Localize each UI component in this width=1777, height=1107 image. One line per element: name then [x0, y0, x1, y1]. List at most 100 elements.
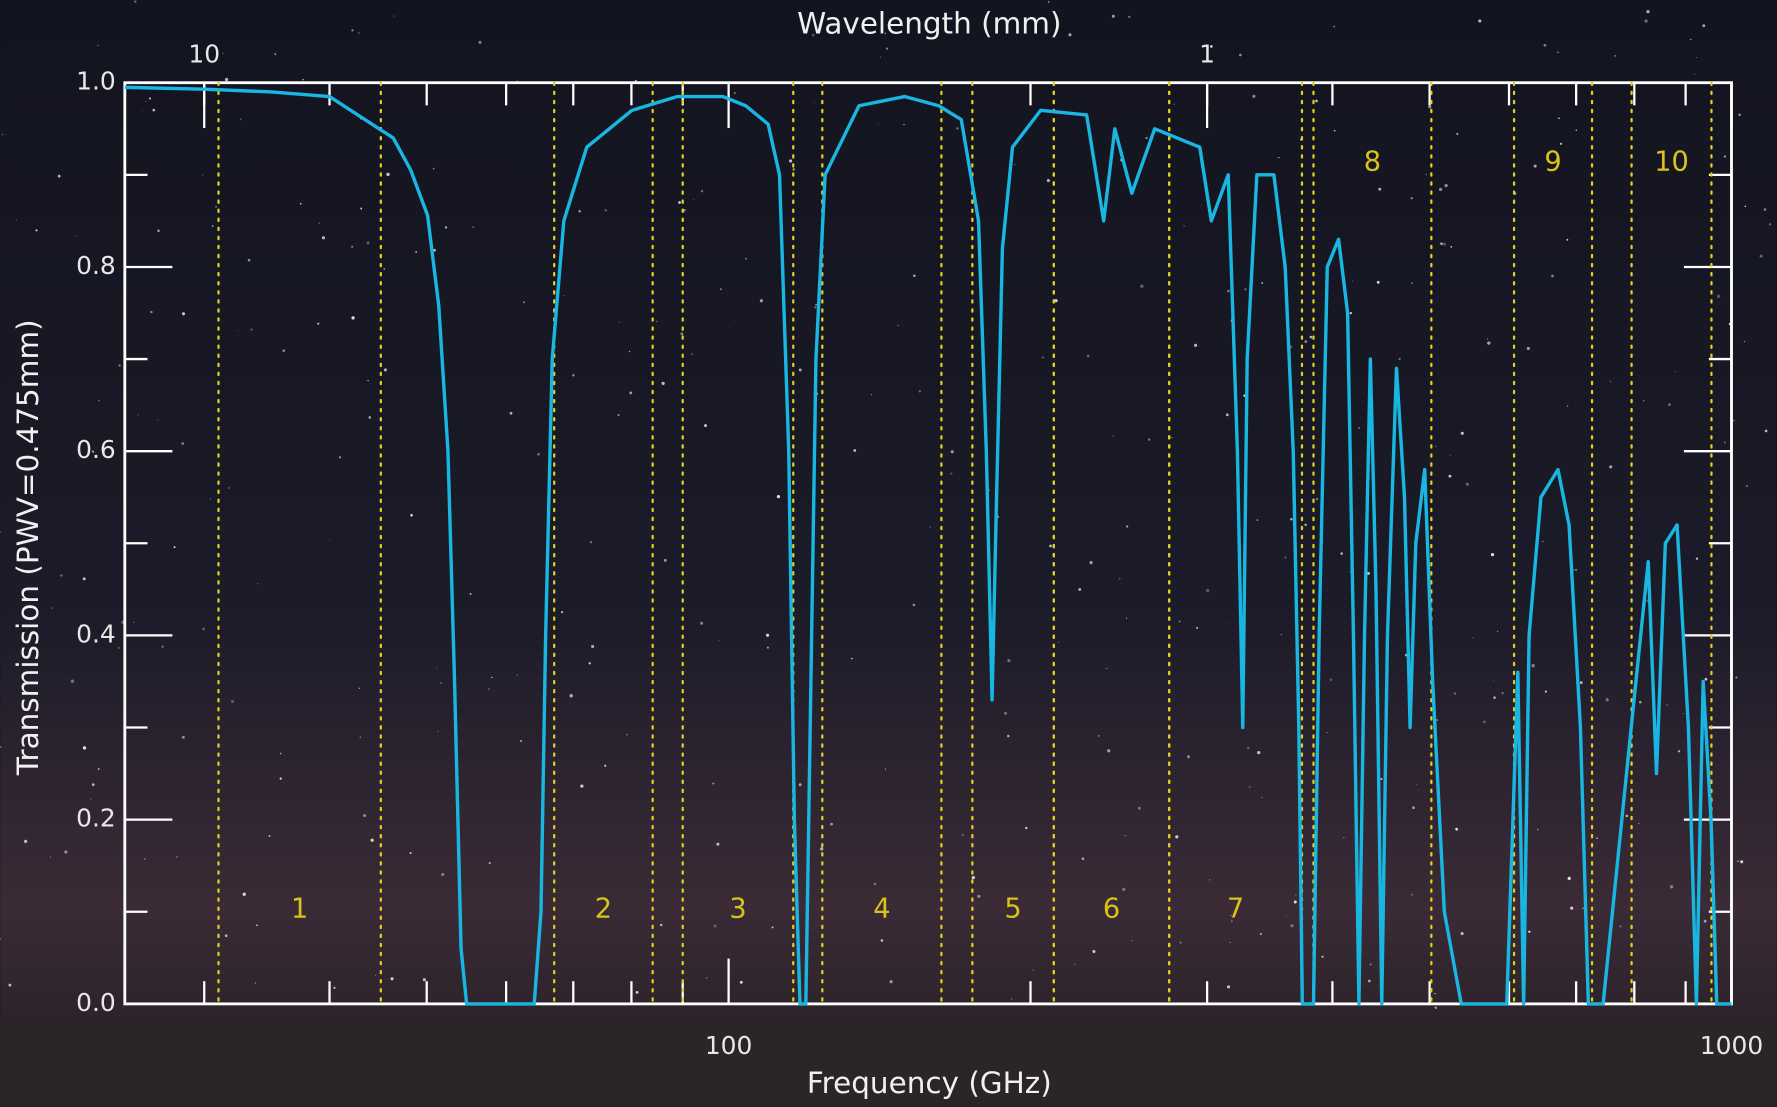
star — [1411, 197, 1413, 199]
star — [1119, 578, 1121, 580]
star — [570, 694, 573, 697]
star — [1497, 631, 1498, 632]
star — [351, 316, 354, 319]
star — [1643, 400, 1644, 401]
star — [256, 924, 258, 926]
star — [1106, 668, 1107, 669]
star — [1483, 720, 1486, 723]
star — [133, 622, 135, 624]
star — [119, 364, 121, 366]
star — [1456, 133, 1458, 135]
star — [367, 380, 368, 381]
star — [1690, 39, 1691, 40]
star — [1461, 432, 1464, 435]
star — [1542, 541, 1543, 542]
page: {"chart_data": { "type": "line", "xlabel… — [0, 0, 1777, 1107]
star — [881, 939, 883, 941]
star — [712, 783, 714, 785]
star — [1448, 475, 1451, 478]
star — [1326, 732, 1327, 733]
star — [1011, 998, 1012, 999]
y-tick-label: 0.8 — [76, 251, 116, 280]
star — [1261, 797, 1262, 798]
star — [1321, 956, 1323, 958]
star — [1126, 525, 1128, 527]
star — [1048, 1, 1050, 3]
star — [1286, 915, 1287, 916]
star — [138, 414, 139, 415]
band-label: 4 — [873, 893, 890, 924]
star — [339, 456, 341, 458]
star — [588, 662, 590, 664]
star — [885, 768, 886, 769]
star — [1257, 519, 1259, 521]
star — [1416, 784, 1417, 785]
star — [1596, 837, 1598, 839]
star — [886, 48, 888, 50]
star — [1078, 588, 1081, 591]
star — [371, 839, 374, 842]
star — [149, 98, 151, 100]
star — [962, 834, 964, 836]
star — [1239, 54, 1242, 57]
star — [1724, 441, 1726, 443]
star — [368, 416, 371, 419]
star — [1068, 33, 1071, 36]
star — [1304, 340, 1307, 343]
star — [772, 926, 774, 928]
star — [604, 765, 606, 767]
star — [678, 201, 681, 204]
star — [1007, 735, 1010, 738]
star — [1667, 704, 1668, 705]
star — [1501, 692, 1503, 694]
star — [144, 858, 146, 860]
x2-tick-label: 10 — [188, 40, 220, 69]
star — [1646, 10, 1649, 13]
star — [1304, 524, 1306, 526]
star — [1281, 634, 1283, 636]
star — [360, 208, 362, 210]
star — [488, 688, 490, 690]
star — [1229, 624, 1230, 625]
star — [977, 895, 980, 898]
star — [956, 127, 958, 129]
star — [440, 682, 441, 683]
star — [248, 259, 251, 262]
star — [1377, 281, 1380, 284]
star — [223, 53, 224, 54]
star — [1187, 755, 1190, 758]
star — [436, 668, 437, 669]
star — [210, 498, 211, 499]
star — [255, 982, 256, 983]
star — [1440, 243, 1442, 245]
star — [225, 934, 228, 937]
star — [897, 325, 898, 326]
star — [317, 323, 319, 325]
y-tick-label: 0.4 — [76, 619, 116, 648]
x-tick-label: 1000 — [1700, 1031, 1763, 1060]
star — [1765, 430, 1768, 433]
star — [799, 369, 802, 372]
star — [740, 981, 743, 984]
star — [319, 222, 320, 223]
star — [1007, 659, 1010, 662]
star — [1014, 164, 1015, 165]
star — [619, 322, 620, 323]
star — [1227, 290, 1230, 293]
star — [1764, 208, 1767, 211]
star — [662, 382, 665, 385]
star — [1209, 879, 1210, 880]
star — [231, 700, 234, 703]
star — [1244, 288, 1246, 290]
band-label: 2 — [595, 893, 612, 924]
star — [2, 133, 4, 135]
star — [660, 924, 662, 926]
band-label: 3 — [729, 893, 746, 924]
y-tick-label: 0.2 — [76, 804, 116, 833]
star — [766, 634, 769, 637]
star — [1107, 749, 1110, 752]
star — [479, 41, 482, 44]
star — [1125, 835, 1126, 836]
star — [1455, 828, 1458, 831]
star — [202, 174, 204, 176]
